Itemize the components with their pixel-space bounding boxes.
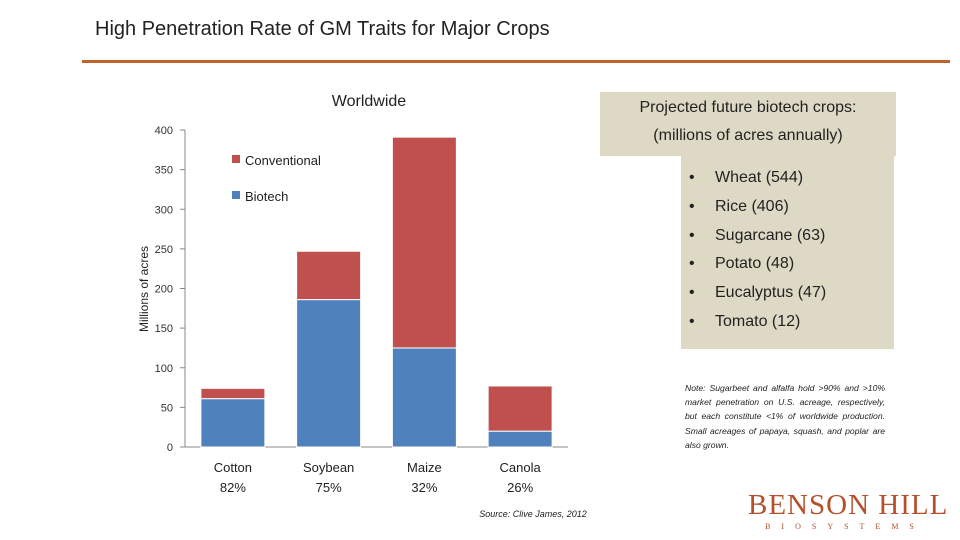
projected-crop-item: • Wheat (544) bbox=[689, 164, 894, 193]
logo-subtitle: BIOSYSTEMS bbox=[765, 522, 925, 531]
projected-crop-label: Eucalyptus (47) bbox=[715, 284, 827, 302]
x-category-sublabel: 75% bbox=[316, 480, 342, 495]
projected-crops-list: • Wheat (544) • Rice (406) • Sugarcane (63) • P… bbox=[689, 164, 894, 337]
projected-crop-label: Sugarcane (63) bbox=[715, 226, 826, 244]
x-category-label: Soybean bbox=[303, 460, 354, 475]
projected-crop-label: Potato (48) bbox=[715, 255, 795, 273]
y-tick-label: 50 bbox=[161, 402, 173, 414]
bullet-glyph: • bbox=[689, 312, 695, 330]
projected-title-line1: Projected future biotech crops: bbox=[639, 99, 857, 116]
bar-conventional-soybean bbox=[296, 250, 362, 301]
y-tick-label: 150 bbox=[155, 323, 173, 335]
projected-crop-label: Wheat (544) bbox=[715, 169, 804, 186]
slide-title: High Penetration Rate of GM Traits for M… bbox=[95, 18, 550, 40]
x-category-label: Canola bbox=[500, 460, 542, 475]
y-axis-label: Millions of acres bbox=[137, 246, 151, 332]
bar-biotech-soybean bbox=[296, 299, 362, 448]
projected-title-line2: (millions of acres annually) bbox=[653, 127, 843, 144]
y-tick-label: 300 bbox=[155, 204, 173, 216]
title-divider bbox=[82, 60, 950, 63]
y-tick-label: 100 bbox=[155, 363, 173, 375]
chart-source: Source: Clive James, 2012 bbox=[479, 509, 587, 519]
footnote: Note: Sugarbeet and alfalfa hold >90% an… bbox=[685, 383, 885, 450]
bar-conventional-canola bbox=[487, 385, 553, 432]
legend-swatch-conventional bbox=[232, 155, 240, 163]
benson-hill-logo: BENSON HILL BIOSYSTEMS bbox=[748, 489, 949, 531]
bar-biotech-canola bbox=[487, 430, 553, 448]
logo-wordmark: BENSON HILL bbox=[748, 489, 949, 521]
x-category-label: Maize bbox=[407, 460, 442, 475]
projected-crop-item: • Sugarcane (63) bbox=[689, 222, 894, 251]
chart-title: Worldwide bbox=[332, 93, 407, 110]
projected-crop-item: • Tomato (12) bbox=[689, 308, 894, 337]
x-category-sublabel: 82% bbox=[220, 480, 246, 495]
bar-biotech-maize bbox=[391, 347, 457, 448]
y-tick-label: 400 bbox=[155, 125, 173, 137]
projected-crop-item: • Rice (406) bbox=[689, 193, 894, 222]
x-category-label: Cotton bbox=[214, 460, 252, 475]
x-category-sublabel: 32% bbox=[411, 480, 437, 495]
bullet-glyph: • bbox=[689, 197, 695, 215]
projected-crop-label: Rice (406) bbox=[715, 197, 789, 215]
bullet-glyph: • bbox=[689, 169, 695, 186]
y-tick-label: 250 bbox=[155, 244, 173, 256]
bullet-glyph: • bbox=[689, 255, 695, 273]
x-category-sublabel: 26% bbox=[507, 480, 533, 495]
bar-biotech-cotton bbox=[200, 398, 266, 448]
legend-label-biotech: Biotech bbox=[245, 189, 288, 204]
projected-crops-heading: Projected future biotech crops: (million… bbox=[600, 92, 896, 156]
bar-conventional-cotton bbox=[200, 387, 266, 400]
legend-swatch-biotech bbox=[232, 191, 240, 199]
bullet-glyph: • bbox=[689, 226, 695, 244]
y-tick-label: 200 bbox=[155, 284, 173, 296]
projected-crops-panel: • Wheat (544) • Rice (406) • Sugarcane (63) • P… bbox=[681, 156, 894, 349]
y-tick-label: 0 bbox=[167, 442, 173, 454]
bar-conventional-maize bbox=[391, 136, 457, 349]
projected-crop-item: • Eucalyptus (47) bbox=[689, 279, 894, 308]
y-tick-label: 350 bbox=[155, 165, 173, 177]
projected-crop-label: Tomato (12) bbox=[715, 312, 801, 330]
legend-label-conventional: Conventional bbox=[245, 153, 321, 168]
projected-crop-item: • Potato (48) bbox=[689, 250, 894, 279]
bullet-glyph: • bbox=[689, 284, 695, 302]
